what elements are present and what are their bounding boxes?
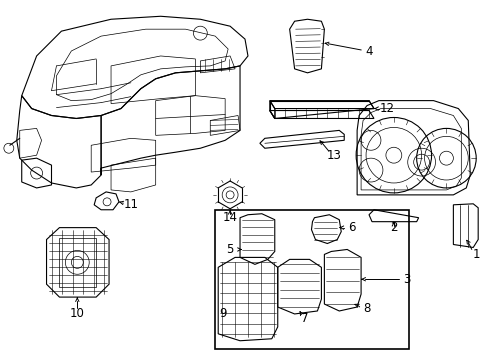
Text: 12: 12 (379, 102, 394, 115)
Bar (215, 210, 408, 349)
Text: 10: 10 (70, 307, 84, 320)
Text: 4: 4 (365, 45, 372, 58)
Text: 14: 14 (222, 211, 237, 224)
Text: 5: 5 (226, 243, 233, 256)
Text: 2: 2 (389, 221, 397, 234)
Text: 11: 11 (123, 198, 138, 211)
Text: 9: 9 (219, 307, 226, 320)
Text: 8: 8 (363, 302, 370, 315)
Text: 6: 6 (348, 221, 355, 234)
Bar (60, 238, 96, 287)
Text: 13: 13 (326, 149, 341, 162)
Text: 7: 7 (300, 312, 307, 325)
Text: 1: 1 (471, 248, 479, 261)
Text: 3: 3 (402, 273, 409, 286)
